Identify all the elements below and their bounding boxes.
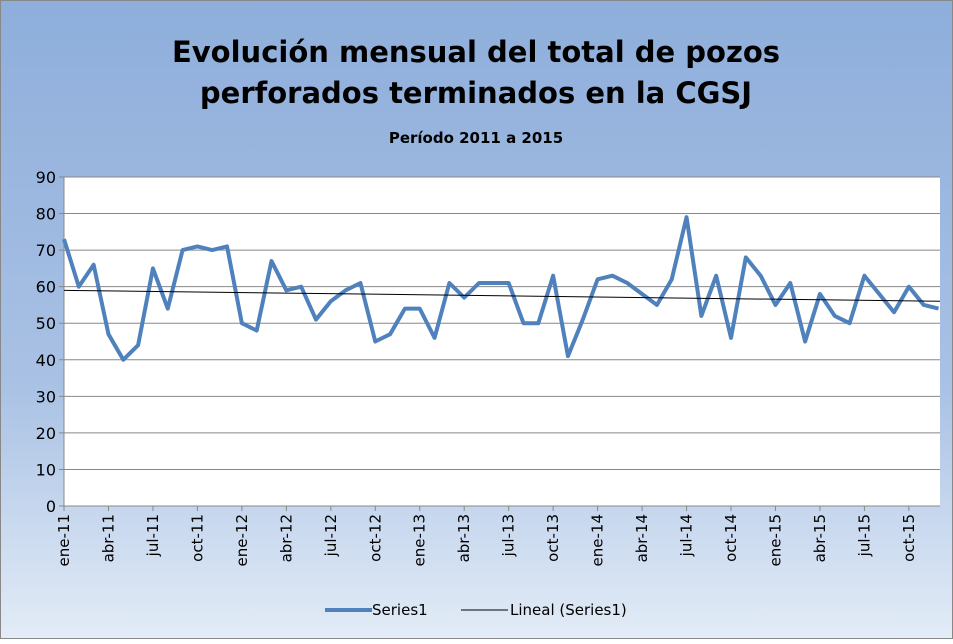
y-tick-label: 20: [36, 424, 56, 443]
x-tick-label: abr-11: [99, 514, 117, 562]
x-tick-label: oct-12: [366, 514, 384, 562]
y-tick-label: 70: [36, 241, 56, 260]
x-tick-label: ene-14: [589, 514, 607, 566]
x-tick-label: oct-15: [900, 514, 918, 562]
x-tick-label: abr-14: [633, 514, 651, 562]
x-tick-label: jul-13: [500, 514, 518, 557]
y-tick-label: 40: [36, 351, 56, 370]
chart-title: Evolución mensual del total de pozos: [172, 35, 780, 69]
x-tick-label: oct-14: [722, 514, 740, 562]
x-tick-label: abr-13: [455, 514, 473, 562]
x-tick-label: ene-11: [55, 514, 73, 566]
data-line: [62, 215, 939, 362]
y-tick-label: 10: [36, 460, 56, 479]
x-tick-label: jul-14: [678, 514, 696, 557]
x-tick-label: abr-12: [277, 514, 295, 562]
x-tick-label: ene-12: [233, 514, 251, 566]
x-tick-label: oct-13: [544, 514, 562, 562]
x-tick-label: abr-15: [811, 514, 829, 562]
y-tick-label: 90: [36, 168, 56, 187]
x-tick-label: jul-15: [855, 514, 873, 557]
x-tick-label: oct-11: [188, 514, 206, 562]
x-tick-label: jul-11: [144, 514, 162, 557]
x-tick-label: ene-15: [766, 514, 784, 566]
y-tick-label: 50: [36, 314, 56, 333]
y-tick-label: 30: [36, 387, 56, 406]
legend-label: Series1: [372, 601, 428, 619]
trend-line: [63, 289, 941, 302]
x-tick-label: jul-12: [322, 514, 340, 557]
y-tick-label: 0: [46, 497, 56, 516]
y-tick-label: 80: [36, 205, 56, 224]
y-tick-label: 60: [36, 278, 56, 297]
chart-subtitle: Período 2011 a 2015: [389, 129, 563, 147]
chart-title: perforados terminados en la CGSJ: [200, 76, 752, 110]
legend-label: Lineal (Series1): [510, 601, 627, 619]
plot-area: [64, 177, 940, 506]
x-tick-label: ene-13: [411, 514, 429, 566]
